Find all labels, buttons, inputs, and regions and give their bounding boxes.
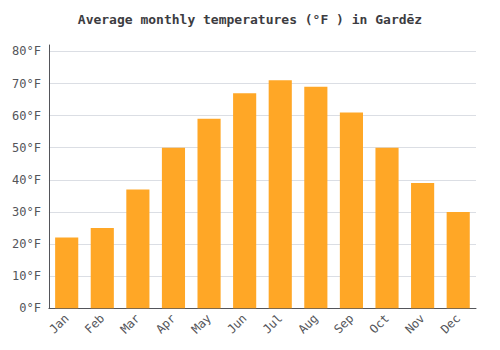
- svg-text:Sep: Sep: [331, 311, 356, 336]
- svg-text:40°F: 40°F: [12, 173, 41, 187]
- svg-text:Oct: Oct: [367, 311, 392, 336]
- svg-text:Mar: Mar: [118, 311, 143, 336]
- svg-text:Nov: Nov: [402, 311, 427, 336]
- svg-text:70°F: 70°F: [12, 77, 41, 91]
- svg-text:Average monthly temperatures (: Average monthly temperatures (°F ) in Ga…: [78, 12, 422, 27]
- svg-text:Dec: Dec: [438, 311, 463, 336]
- svg-text:Apr: Apr: [153, 311, 178, 336]
- svg-text:Aug: Aug: [296, 311, 321, 336]
- svg-text:50°F: 50°F: [12, 141, 41, 155]
- svg-text:Feb: Feb: [82, 311, 107, 336]
- svg-text:10°F: 10°F: [12, 269, 41, 283]
- svg-text:May: May: [189, 311, 214, 336]
- svg-text:0°F: 0°F: [19, 301, 41, 315]
- svg-text:Jan: Jan: [46, 311, 71, 336]
- svg-text:80°F: 80°F: [12, 44, 41, 58]
- svg-text:Jun: Jun: [224, 311, 249, 336]
- svg-text:20°F: 20°F: [12, 237, 41, 251]
- svg-text:60°F: 60°F: [12, 109, 41, 123]
- svg-text:30°F: 30°F: [12, 205, 41, 219]
- svg-text:Jul: Jul: [260, 311, 285, 336]
